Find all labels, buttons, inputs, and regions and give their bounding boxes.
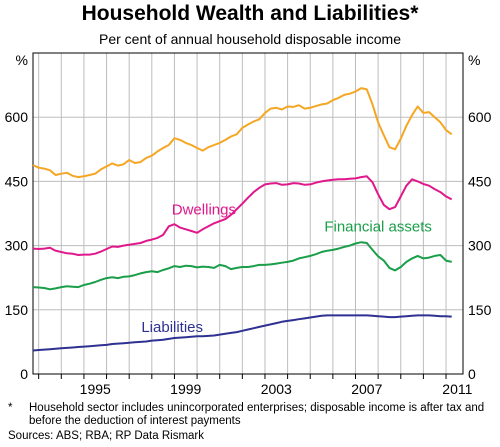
x-tick-label: 2011 [442,381,472,397]
footnote-text: Household sector includes unincorporated… [29,402,485,427]
y-tick-label-right: 300 [468,238,492,254]
y-unit-left: % [16,52,28,68]
y-axis: 0 0 150 150 300 300 450 450 600 600%% [5,52,492,382]
y-tick-label-left: 300 [5,238,29,254]
y-tick-label-left: 0 [20,366,28,382]
footnote: * Household sector includes unincorporat… [8,402,494,428]
y-tick-label-left: 150 [5,302,29,318]
y-tick-label-right: 600 [468,109,492,125]
sources-note: Sources: ABS; RBA; RP Data Rismark [8,430,204,442]
gridlines [33,53,463,374]
series-label-dwellings: Dwellings [172,201,236,218]
y-tick-label-left: 600 [5,109,29,125]
series-labels: Net worthDwellingsFinancial assetsLiabil… [141,201,432,336]
series-label-liabilities: Liabilities [141,319,203,336]
plot-frame [32,52,464,375]
y-tick-label-right: 150 [468,302,492,318]
series-line-liabilities [32,314,452,352]
y-tick-label-left: 450 [5,173,29,189]
x-axis: 1995 1999 2003 2007 2011 [38,374,473,397]
series-lines [32,87,453,352]
chart-title: Household Wealth and Liabilities* [81,2,419,25]
series-line-net-worth [32,87,453,179]
chart-area: 1995 1999 2003 2007 2011 0 0 150 150 300 300 450 45… [5,52,492,397]
x-tick-label: 1995 [80,381,111,397]
y-unit-right: % [468,52,480,68]
footnote-marker: * [8,402,13,414]
series-line-dwellings [32,175,453,256]
series-label-financial-assets: Financial assets [324,218,432,235]
y-tick-label-right: 0 [468,366,476,382]
series-line-financial-assets [32,241,452,291]
y-tick-label-right: 450 [468,173,492,189]
chart-subtitle: Per cent of annual household disposable … [99,31,401,47]
x-tick-label: 2007 [351,381,382,397]
x-tick-label: 1999 [170,381,201,397]
x-tick-label: 2003 [261,381,292,397]
